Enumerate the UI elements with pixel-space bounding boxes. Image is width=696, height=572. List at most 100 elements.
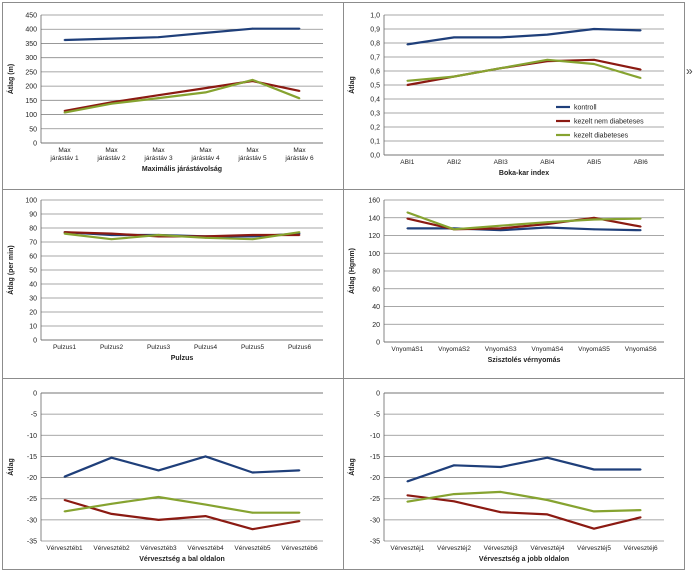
x-axis-title: Vérvesztség a jobb oldalon: [479, 556, 569, 563]
y-tick-label: -10: [370, 433, 380, 440]
data-point: [639, 229, 642, 232]
data-point: [251, 471, 254, 474]
data-point: [110, 502, 113, 505]
data-point: [204, 91, 207, 94]
x-tick-label-line: Max: [293, 147, 306, 154]
data-point: [499, 229, 502, 232]
x-tick-label-line: ABI5: [587, 159, 601, 166]
x-tick-label: Pulzus1: [53, 344, 77, 351]
x-axis-title: Boka-kar index: [499, 170, 549, 177]
data-point: [499, 36, 502, 39]
data-point: [639, 68, 642, 71]
x-tick-label-line: Vérvesztéb5: [234, 545, 271, 552]
side-mark: »: [686, 64, 693, 78]
y-tick-label: 0,2: [370, 125, 380, 132]
x-tick-label: Vérvesztéj4: [530, 545, 564, 552]
data-point: [406, 217, 409, 220]
data-point: [110, 232, 113, 235]
data-point: [406, 500, 409, 503]
y-tick-label: 100: [25, 112, 37, 119]
data-point: [453, 75, 455, 78]
y-tick-label: 0: [376, 391, 380, 398]
x-tick-label-line: járástáv 4: [190, 155, 220, 162]
data-point: [499, 511, 502, 514]
data-point: [406, 79, 409, 82]
chart-svg: 0,0 0,1 0,2 0,3 0,4 0,5 0,6 0,7 0,8 0,9 1,0 ABI1 ABI…: [347, 13, 664, 177]
x-tick-label: VnyomáS2: [438, 346, 470, 353]
y-tick-label: 0: [33, 141, 37, 148]
data-point: [63, 39, 66, 41]
y-tick-label: 0: [33, 391, 37, 398]
series-line-kezelt-diabeteses: [407, 58, 642, 82]
y-tick-label: -15: [27, 454, 37, 461]
data-point: [63, 111, 66, 114]
x-tick-label: VnyomáS6: [625, 346, 657, 353]
x-tick-label-line: Vérvesztéb6: [281, 545, 318, 552]
x-tick-label-line: Pulzus3: [147, 344, 171, 351]
data-point: [546, 33, 549, 36]
data-point: [593, 510, 595, 513]
y-tick-label: 60: [372, 286, 380, 293]
data-point: [593, 527, 595, 530]
data-point: [453, 500, 455, 503]
data-point: [110, 102, 113, 105]
x-tick-label: ABI5: [587, 159, 601, 166]
x-tick-label-line: járástáv 3: [143, 155, 173, 162]
data-point: [499, 67, 502, 70]
x-tick-label: Vérvesztéj5: [577, 545, 611, 552]
y-tick-label: 450: [25, 13, 37, 20]
x-tick-label: Vérvesztéj1: [390, 545, 424, 552]
y-tick-label: 40: [372, 304, 380, 311]
x-tick-label: ABI1: [400, 159, 414, 166]
data-point: [593, 468, 595, 471]
x-tick-label: Pulzus6: [288, 344, 312, 351]
data-point: [63, 109, 66, 112]
data-point: [406, 84, 409, 86]
y-tick-label: -25: [27, 496, 37, 503]
chart-panel-right-blood-loss: -35 -30 -25 -20 -15 -10 -5 0 Vérvesztéj1 Vérveszt…: [343, 378, 685, 570]
data-point: [63, 232, 66, 235]
x-tick-label: Vérvesztéb5: [234, 545, 271, 552]
series-line-kontroll: [64, 455, 300, 478]
data-point: [639, 509, 642, 512]
x-tick-label-line: Pulzus6: [288, 344, 312, 351]
x-tick-label: Vérvesztéb3: [140, 545, 177, 552]
series-line-kezelt-diabeteses: [64, 231, 300, 241]
y-tick-label: 0,8: [370, 41, 380, 48]
data-point: [639, 29, 642, 32]
y-axis-title: Átlag (m): [6, 64, 15, 94]
y-tick-label: -15: [370, 454, 380, 461]
x-axis-title: Pulzus: [171, 355, 194, 362]
x-tick-label-line: ABI6: [634, 159, 648, 166]
chart-svg: 0 10 20 30 40 50 60 70 80 90 100 Pulzus1 Pulzus2 Pulz…: [6, 198, 323, 362]
series-line-kezelt-nem-diabeteses: [64, 498, 300, 531]
x-tick-label: Vérvesztéj2: [437, 545, 471, 552]
y-tick-label: -20: [27, 475, 37, 482]
chart-svg: 0 20 40 60 80 100 120 140 160 VnyomáS1 VnyomáS2 Vny…: [347, 198, 664, 364]
data-point: [110, 37, 113, 40]
y-axis-title: Átlag: [347, 458, 356, 476]
y-tick-label: 20: [29, 310, 37, 317]
y-tick-label: 150: [25, 98, 37, 105]
data-point: [251, 27, 254, 30]
y-tick-label: 70: [29, 240, 37, 247]
y-axis-title: Átlag (per min): [6, 245, 15, 294]
y-tick-label: -30: [27, 517, 37, 524]
data-point: [298, 90, 301, 92]
data-point: [298, 231, 301, 234]
data-point: [406, 43, 409, 46]
data-point: [406, 227, 409, 230]
data-point: [593, 228, 595, 231]
x-tick-label: Pulzus5: [241, 344, 265, 351]
data-point: [157, 234, 160, 236]
data-point: [251, 511, 254, 514]
data-point: [204, 503, 207, 506]
x-tick-label: VnyomáS1: [391, 346, 423, 353]
y-tick-label: 40: [29, 282, 37, 289]
x-tick-label-line: járástáv 1: [49, 155, 79, 162]
y-tick-label: -10: [27, 433, 37, 440]
y-tick-label: 100: [368, 251, 380, 258]
x-tick-label: ABI3: [494, 159, 508, 166]
y-tick-label: 0,4: [370, 97, 380, 104]
chart-svg: -35 -30 -25 -20 -15 -10 -5 0 Vérvesztéb1 Vérveszt…: [6, 391, 323, 563]
